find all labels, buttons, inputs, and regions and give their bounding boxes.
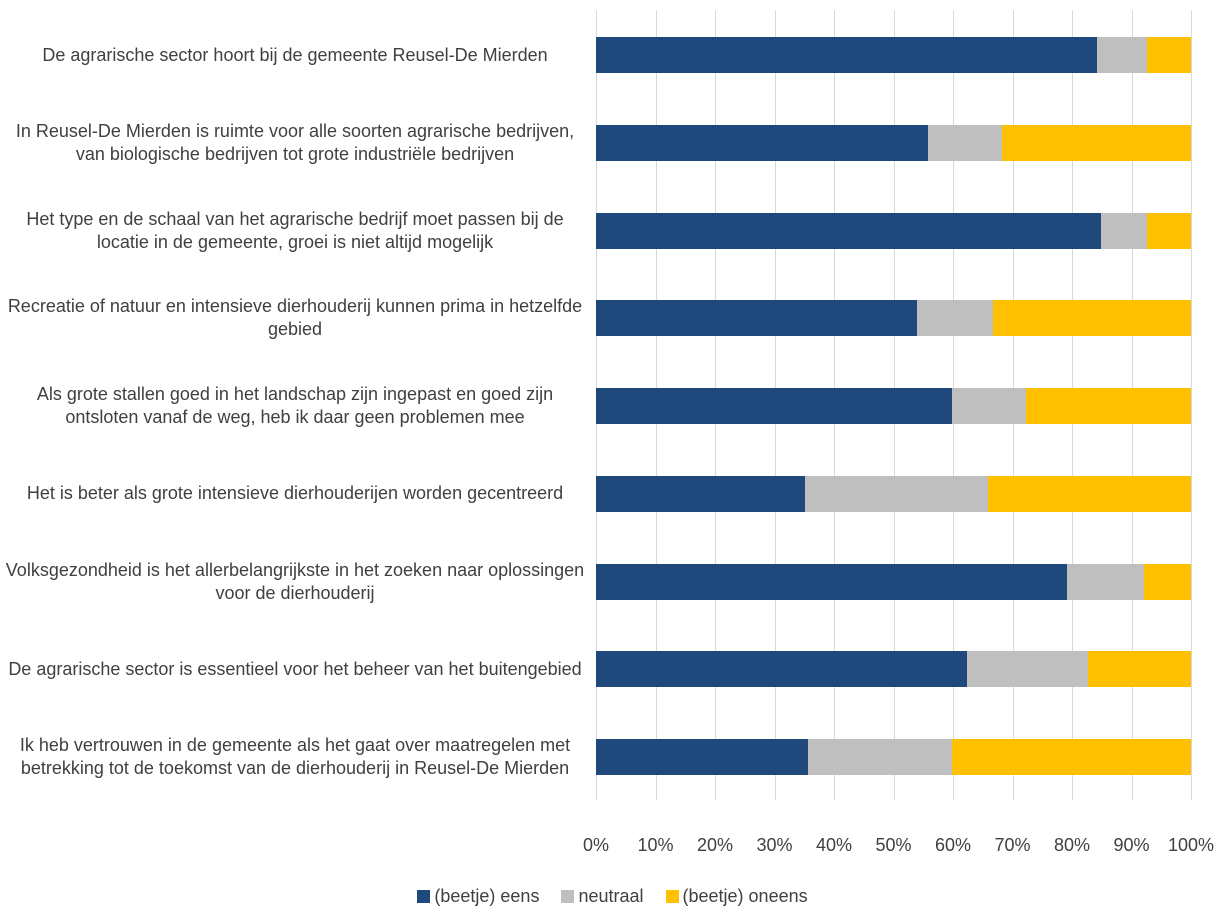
category-label: Als grote stallen goed in het landschap … (36, 384, 554, 427)
bar-segment (596, 563, 1068, 600)
x-tick-label: 0% (582, 835, 609, 855)
legend-label: (beetje) eens (434, 886, 540, 906)
bar-segment (1101, 212, 1147, 249)
bar-segment (1026, 388, 1191, 424)
x-tick-label: 40% (815, 835, 853, 855)
bar-segment (596, 388, 952, 424)
legend: (beetje) eens neutraal (beetje) oneens (0, 886, 1225, 907)
category-label: De agrarische sector hoort bij de gemeen… (42, 44, 548, 65)
bar-segment (1146, 37, 1191, 73)
legend-item: (beetje) eens (417, 886, 539, 907)
x-tick-label: 10% (637, 835, 674, 855)
bar-segment (951, 739, 1191, 775)
legend-item: (beetje) oneens (665, 886, 808, 907)
category-label: De agrarische sector is essentieel voor … (8, 658, 582, 679)
bar-segment (928, 124, 1002, 161)
bar-segment (1067, 563, 1144, 600)
x-tick-label: 90% (1113, 835, 1150, 855)
bar-segment (596, 212, 1102, 249)
bar-segment (1088, 651, 1191, 688)
bar-segment (596, 300, 917, 337)
bar-segment (1001, 124, 1191, 161)
grid-line (1191, 10, 1192, 800)
bar-segment (1096, 37, 1147, 73)
x-tick-label: 60% (934, 835, 972, 855)
legend-swatch (561, 890, 575, 903)
bar-segment (916, 300, 993, 337)
bar-segment (804, 475, 989, 512)
legend-swatch (665, 890, 679, 903)
bar-segment (992, 300, 1191, 337)
x-tick-label: 50% (875, 835, 912, 855)
bar-segment (1143, 563, 1191, 600)
category-label: Ik heb vertrouwen in de gemeente als het… (19, 735, 571, 778)
bar-segment (596, 37, 1097, 73)
bar-segment (951, 388, 1027, 424)
x-tick-label: 100% (1167, 835, 1215, 855)
x-tick-label: 70% (994, 835, 1031, 855)
bar-segment (596, 651, 968, 688)
bar-segment (596, 475, 805, 512)
legend-item: neutraal (561, 886, 644, 907)
category-label: Recreatie of natuur en intensieve dierho… (7, 296, 583, 340)
bar-segment (596, 124, 928, 161)
category-label: Het is beter als grote intensieve dierho… (26, 483, 564, 504)
x-tick-label: 80% (1053, 835, 1091, 855)
bar-segment (1146, 212, 1191, 249)
bar-segment (596, 739, 808, 775)
bar-segment (988, 475, 1191, 512)
category-label: Volksgezondheid is het allerbelangrijkst… (5, 559, 585, 603)
legend-label: (beetje) oneens (682, 886, 808, 906)
legend-label: neutraal (578, 886, 644, 906)
category-label: In Reusel-De Mierden is ruimte voor alle… (15, 120, 575, 164)
x-tick-label: 20% (696, 835, 734, 855)
bar-segment (967, 651, 1089, 688)
category-label: Het type en de schaal van het agrarische… (26, 208, 564, 252)
x-tick-label: 30% (756, 835, 793, 855)
bar-segment (807, 739, 952, 775)
legend-swatch (417, 890, 431, 903)
